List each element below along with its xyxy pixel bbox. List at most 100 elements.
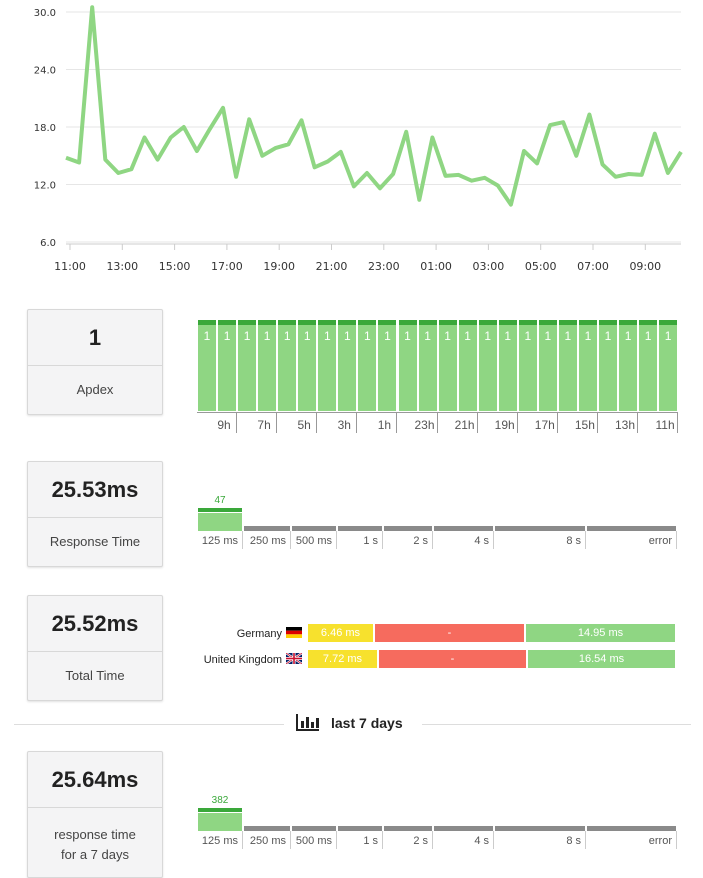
apdex-tick-label: 11h: [655, 418, 675, 432]
histogram-tick: [585, 831, 586, 849]
histogram-bucket-label: error: [648, 535, 672, 547]
united-kingdom-segment-c: 16.54 ms: [528, 650, 675, 668]
histogram-tick: [676, 831, 677, 849]
histogram-bucket-label: 250 ms: [249, 835, 286, 847]
histogram-base-segment: [587, 526, 676, 531]
apdex-tick: [637, 413, 638, 433]
apdex-bar: 1: [558, 320, 577, 411]
week-label-line2: for a 7 days: [61, 847, 129, 862]
response-time-line-chart: 11:00 13:00 15:00 17:00 19:00 21:00 23:00 01:00…: [34, 5, 683, 273]
apdex-tick: [516, 413, 518, 433]
total-time-label: Total Time: [65, 668, 125, 683]
x-tick-label: 11:00: [54, 260, 86, 273]
apdex-bar: 1: [298, 320, 317, 411]
histogram-base-segment: [384, 826, 432, 831]
x-tick-label: 21:00: [316, 260, 348, 273]
x-tick-label: 15:00: [159, 260, 191, 273]
histogram-base-segment: [244, 826, 290, 831]
apdex-tick: [476, 413, 478, 433]
histogram-bucket-label: 8 s: [566, 835, 581, 847]
apdex-tick-label: 15h: [574, 418, 595, 432]
histogram-base-segment: [495, 826, 585, 831]
total-time-card: 25.52ms Total Time: [27, 595, 163, 701]
apdex-bar: 1: [639, 320, 658, 411]
apdex-tick: [316, 413, 318, 433]
apdex-label: Apdex: [76, 382, 114, 397]
section-divider-left: [14, 724, 284, 725]
apdex-tick: [677, 413, 679, 433]
histogram-bar: [198, 813, 242, 831]
apdex-bar: 1: [438, 320, 457, 411]
response-time-card: 25.53ms Response Time: [27, 461, 163, 567]
apdex-bar: 1: [659, 320, 678, 411]
apdex-value: 1: [28, 310, 162, 366]
germany-segment-b: -: [375, 624, 524, 642]
histogram-base-segment: [495, 526, 585, 531]
apdex-bar: 1: [258, 320, 277, 411]
section-divider-right: [422, 724, 691, 725]
y-tick-label: 30.0: [34, 8, 56, 19]
histogram-tick: [382, 531, 383, 549]
x-tick-label: 23:00: [368, 260, 400, 273]
apdex-tick-label: 13h: [614, 418, 636, 432]
apdex-axis-line: [197, 412, 678, 413]
histogram-bucket-label: 500 ms: [295, 535, 332, 547]
series-line: [65, 5, 683, 207]
histogram-bucket-label: 2 s: [413, 835, 428, 847]
united-kingdom-segment-a: 7.72 ms: [308, 650, 377, 668]
histogram-tick: [382, 831, 383, 849]
x-tick-label: 05:00: [525, 260, 557, 273]
apdex-tick-label: 1h: [377, 418, 392, 432]
bar-chart-icon: [296, 714, 319, 731]
apdex-bar: 1: [478, 320, 497, 411]
country-name-germany: Germany: [236, 628, 282, 640]
apdex-tick: [276, 413, 278, 433]
response-time-value: 25.53ms: [28, 462, 162, 518]
histogram-bucket-label: 250 ms: [249, 535, 286, 547]
apdex-bar: 1: [398, 320, 417, 411]
apdex-tick: [236, 413, 237, 433]
histogram-bar-cap: [198, 508, 242, 512]
x-tick-label: 19:00: [263, 260, 295, 273]
apdex-bar: 1: [238, 320, 257, 411]
histogram-base-segment: [384, 526, 432, 531]
x-tick-label: 09:00: [629, 260, 661, 273]
histogram-tick: [242, 831, 243, 849]
apdex-bar: 1: [458, 320, 477, 411]
histogram-tick: [676, 531, 677, 549]
germany-flag-icon: [286, 627, 302, 638]
germany-segment-a: 6.46 ms: [308, 624, 373, 642]
y-tick-label: 12.0: [34, 181, 56, 192]
histogram-base-segment: [244, 526, 290, 531]
total-time-value: 25.52ms: [28, 596, 162, 652]
histogram-bucket-label: 2 s: [413, 535, 428, 547]
apdex-bar: 1: [338, 320, 357, 411]
apdex-bar: 1: [418, 320, 437, 411]
histogram-bucket-label: 125 ms: [201, 835, 238, 847]
histogram-bar: [198, 513, 242, 531]
country-name-united-kingdom: United Kingdom: [203, 654, 282, 666]
apdex-tick-label: 3h: [337, 418, 351, 432]
histogram-base-segment: [338, 526, 382, 531]
germany-segment-c: 14.95 ms: [526, 624, 675, 642]
histogram-bucket-label: 1 s: [363, 835, 378, 847]
apdex-bar: 1: [198, 320, 216, 411]
histogram-tick: [336, 531, 337, 549]
histogram-tick: [242, 531, 243, 549]
apdex-tick-label: 7h: [257, 418, 271, 432]
apdex-bar: 1: [378, 320, 397, 411]
histogram-tick: [432, 831, 433, 849]
x-tick-label: 07:00: [577, 260, 609, 273]
histogram-count: 47: [214, 495, 226, 506]
histogram-bucket-label: 1 s: [363, 535, 378, 547]
histogram-base-segment: [338, 826, 382, 831]
apdex-tick-label: 5h: [297, 418, 311, 432]
histogram-tick: [336, 831, 337, 849]
section-title: last 7 days: [331, 715, 403, 731]
week-label-line1: response time: [54, 827, 136, 842]
y-tick-label: 6.0: [40, 238, 56, 249]
week-response-time-value: 25.64ms: [28, 752, 162, 808]
apdex-tick: [396, 413, 398, 433]
response-time-label: Response Time: [49, 534, 141, 549]
week-response-time-label: response time for a 7 days: [28, 808, 162, 865]
